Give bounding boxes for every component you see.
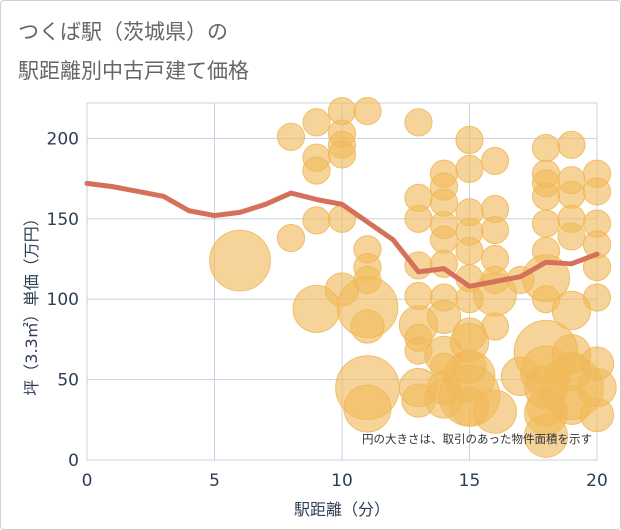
bubble-point bbox=[209, 229, 271, 292]
bubble-point bbox=[480, 146, 510, 175]
bubble-point bbox=[455, 154, 484, 184]
bubble-point bbox=[404, 204, 433, 233]
x-axis-label: 駅距離（分） bbox=[294, 500, 390, 519]
bubble-point bbox=[343, 384, 392, 433]
bubble-point bbox=[429, 225, 459, 254]
bubble-point bbox=[557, 130, 586, 159]
bubble-point bbox=[531, 182, 561, 211]
bubble-point bbox=[531, 133, 561, 163]
x-tick-label: 15 bbox=[459, 471, 481, 491]
bubble-point bbox=[480, 215, 510, 245]
y-axis-label: 坪（3.3㎡）単価（万円） bbox=[22, 210, 41, 395]
x-tick-label: 10 bbox=[331, 471, 353, 491]
bubble-point bbox=[327, 140, 357, 169]
bubble-point bbox=[582, 283, 612, 312]
x-tick-label: 0 bbox=[82, 471, 93, 491]
bubble-point bbox=[579, 397, 615, 433]
y-tick-label: 200 bbox=[47, 129, 79, 149]
bubble-point bbox=[276, 122, 306, 151]
y-tick-label: 50 bbox=[57, 371, 79, 391]
line-series-layer bbox=[84, 180, 600, 289]
x-tick-label: 5 bbox=[209, 471, 220, 491]
bubble-point bbox=[480, 312, 510, 341]
x-tick-label: 20 bbox=[586, 471, 608, 491]
bubble-point bbox=[557, 222, 586, 251]
bubble-point bbox=[350, 309, 385, 344]
bubble-point bbox=[302, 108, 331, 137]
bubble-point bbox=[404, 108, 433, 137]
bubble-point bbox=[353, 96, 382, 126]
chart-title-line2: 駅距離別中古戸建て価格 bbox=[18, 59, 249, 83]
bubble-point bbox=[582, 177, 612, 206]
bubble-point bbox=[551, 290, 592, 331]
bubble-point bbox=[455, 125, 484, 155]
chart-title-line1: つくば駅（茨城県）の bbox=[18, 20, 228, 44]
bubble-point bbox=[302, 156, 331, 185]
bubble-point bbox=[426, 299, 462, 335]
bubble-point bbox=[531, 209, 561, 238]
bubble-point bbox=[455, 236, 484, 266]
average-price-line bbox=[84, 180, 600, 289]
bubble-point bbox=[302, 206, 331, 235]
bubble-point bbox=[524, 413, 568, 458]
y-tick-label: 150 bbox=[47, 210, 79, 230]
bubble-point bbox=[557, 180, 586, 209]
y-tick-label: 100 bbox=[47, 290, 79, 310]
bubble-layer bbox=[209, 96, 617, 458]
bubble-point bbox=[473, 389, 517, 434]
y-tick-label: 0 bbox=[68, 451, 79, 471]
bubble-point bbox=[276, 224, 306, 253]
size-annotation: 円の大きさは、取引のあった物件面積を示す bbox=[362, 432, 592, 446]
